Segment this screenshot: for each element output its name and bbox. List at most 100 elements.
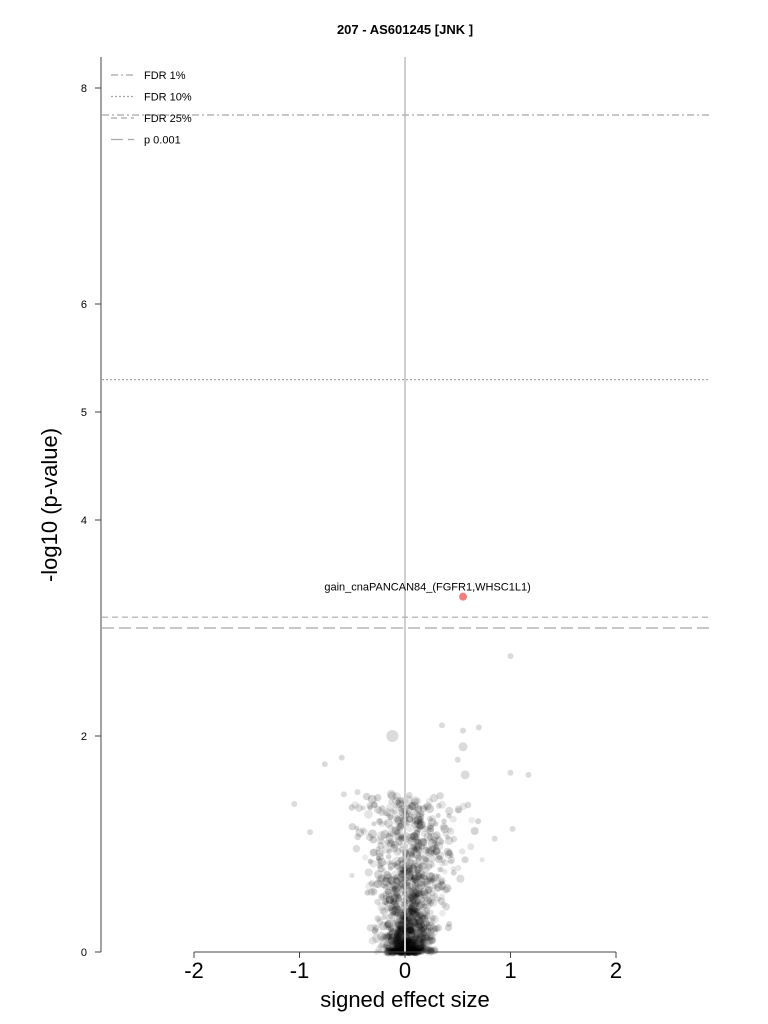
data-point: [385, 914, 393, 922]
data-point: [418, 913, 425, 920]
data-point: [364, 889, 371, 896]
data-point: [428, 909, 434, 915]
data-point: [387, 930, 394, 938]
data-point: [419, 930, 427, 938]
data-point: [422, 875, 429, 881]
data-point: [410, 832, 419, 842]
data-point: [404, 943, 414, 953]
data-point: [406, 867, 413, 875]
data-point: [418, 937, 425, 944]
data-point: [415, 892, 421, 897]
data-point: [442, 868, 448, 875]
data-point: [507, 653, 514, 660]
data-point: [408, 896, 415, 903]
data-point: [380, 829, 390, 839]
data-point: [416, 912, 423, 919]
data-point: [438, 866, 445, 873]
data-point: [382, 820, 388, 826]
data-point: [405, 792, 413, 799]
data-point: [425, 927, 432, 933]
data-point: [396, 947, 405, 956]
data-point: [394, 816, 404, 825]
data-point: [438, 877, 446, 885]
data-point: [411, 939, 419, 947]
data-point: [416, 941, 425, 951]
data-point: [307, 829, 314, 836]
data-point: [392, 934, 401, 942]
data-point: [406, 923, 414, 930]
data-point: [455, 807, 462, 814]
data-point: [383, 870, 392, 879]
data-point: [415, 811, 422, 818]
data-point: [385, 947, 391, 953]
data-point: [417, 880, 426, 890]
data-point: [393, 910, 401, 918]
data-point: [404, 854, 411, 861]
data-point: [413, 862, 420, 869]
data-point: [442, 830, 449, 837]
data-point: [397, 804, 406, 813]
data-point: [392, 941, 401, 949]
data-point: [376, 916, 382, 923]
data-point: [450, 866, 456, 872]
data-point: [407, 811, 414, 818]
data-point: [393, 940, 400, 946]
data-point: [351, 801, 360, 809]
data-point: [383, 873, 393, 883]
data-point: [419, 873, 425, 879]
data-point: [391, 938, 401, 948]
data-point: [405, 886, 414, 895]
data-point: [396, 937, 402, 944]
highlight-label: gain_cnaPANCAN84_(FGFR1,WHSC1L1): [324, 582, 530, 594]
data-point: [419, 889, 429, 899]
data-point: [407, 929, 413, 935]
data-point: [375, 836, 384, 845]
data-point: [406, 833, 415, 842]
data-point: [396, 881, 404, 890]
data-point: [405, 899, 414, 907]
data-point: [418, 931, 425, 938]
data-point: [411, 947, 419, 955]
data-point: [412, 920, 420, 928]
data-point: [442, 886, 450, 894]
data-point: [348, 823, 356, 831]
data-point: [414, 942, 421, 949]
data-point: [411, 946, 418, 953]
data-point: [404, 940, 411, 946]
data-point: [427, 900, 434, 907]
data-point: [377, 818, 383, 824]
data-point: [416, 874, 424, 882]
data-point: [386, 839, 395, 848]
data-point: [390, 938, 397, 945]
data-point: [459, 802, 467, 811]
data-point: [394, 942, 404, 952]
data-point: [408, 905, 415, 911]
data-point: [393, 903, 400, 910]
data-point: [393, 932, 399, 938]
data-point: [383, 900, 389, 905]
data-point: [422, 856, 429, 863]
data-point: [391, 826, 400, 835]
data-point: [410, 898, 417, 905]
data-point: [395, 824, 402, 831]
data-point: [390, 933, 396, 939]
data-point: [419, 896, 429, 906]
data-point: [411, 816, 420, 825]
data-point: [378, 821, 385, 828]
x-tick-label: 0: [399, 958, 411, 983]
data-point: [423, 802, 432, 811]
data-point: [387, 936, 397, 946]
data-point: [416, 941, 425, 950]
data-point: [416, 826, 422, 833]
data-point: [401, 930, 411, 939]
data-point: [384, 933, 393, 941]
data-point: [407, 816, 414, 823]
data-point: [388, 907, 394, 913]
data-point: [395, 908, 403, 917]
data-point: [399, 940, 406, 947]
data-point: [409, 945, 417, 953]
data-point: [417, 929, 424, 936]
data-point: [406, 866, 413, 873]
data-point: [419, 914, 427, 922]
data-point: [386, 841, 393, 847]
